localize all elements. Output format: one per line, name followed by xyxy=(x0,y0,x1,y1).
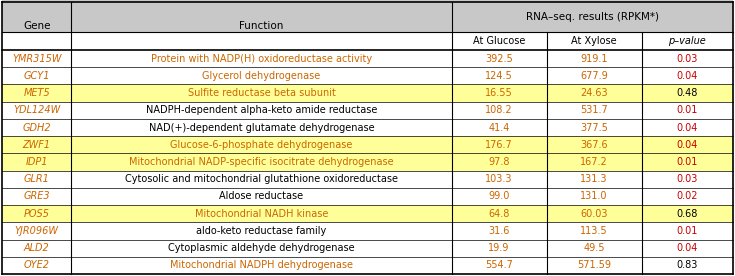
Text: 131.3: 131.3 xyxy=(581,174,608,184)
Text: 124.5: 124.5 xyxy=(485,71,513,81)
Text: 0.03: 0.03 xyxy=(677,174,698,184)
Text: IDP1: IDP1 xyxy=(26,157,48,167)
Text: 377.5: 377.5 xyxy=(580,123,608,132)
Text: YDL124W: YDL124W xyxy=(13,105,60,115)
Bar xyxy=(2,153,733,171)
Text: 60.03: 60.03 xyxy=(581,209,608,219)
Bar xyxy=(2,257,733,274)
Text: GLR1: GLR1 xyxy=(24,174,50,184)
Text: GRE3: GRE3 xyxy=(24,192,50,201)
Bar xyxy=(2,84,733,102)
Text: 531.7: 531.7 xyxy=(580,105,608,115)
Text: 103.3: 103.3 xyxy=(485,174,513,184)
Text: 97.8: 97.8 xyxy=(488,157,510,167)
Bar xyxy=(451,0,733,32)
Text: Cytosolic and mitochondrial glutathione oxidoreductase: Cytosolic and mitochondrial glutathione … xyxy=(125,174,398,184)
Text: Aldose reductase: Aldose reductase xyxy=(220,192,304,201)
Text: 64.8: 64.8 xyxy=(488,209,510,219)
Bar xyxy=(2,102,733,119)
Text: 0.04: 0.04 xyxy=(677,243,698,253)
Text: Glycerol dehydrogenase: Glycerol dehydrogenase xyxy=(202,71,320,81)
Text: 176.7: 176.7 xyxy=(485,140,513,150)
Text: 0.48: 0.48 xyxy=(677,88,698,98)
Bar xyxy=(2,171,733,188)
Text: YJR096W: YJR096W xyxy=(15,226,59,236)
Text: 677.9: 677.9 xyxy=(580,71,608,81)
Text: 367.6: 367.6 xyxy=(581,140,608,150)
Text: 0.68: 0.68 xyxy=(677,209,698,219)
Text: Mitochondrial NADP-specific isocitrate dehydrogenase: Mitochondrial NADP-specific isocitrate d… xyxy=(129,157,394,167)
Text: 19.9: 19.9 xyxy=(488,243,510,253)
Text: Function: Function xyxy=(240,21,284,31)
Text: 113.5: 113.5 xyxy=(581,226,608,236)
Bar xyxy=(2,136,733,153)
Text: 0.83: 0.83 xyxy=(677,260,698,270)
Bar xyxy=(2,119,733,136)
Text: 167.2: 167.2 xyxy=(580,157,608,167)
Text: 392.5: 392.5 xyxy=(485,54,513,63)
Bar xyxy=(2,67,733,84)
Text: Gene: Gene xyxy=(23,21,51,31)
Bar xyxy=(71,0,451,32)
Bar xyxy=(2,240,733,257)
Text: MET5: MET5 xyxy=(24,88,50,98)
Text: 131.0: 131.0 xyxy=(581,192,608,201)
Bar xyxy=(2,50,733,67)
Text: Glucose-6-phosphate dehydrogenase: Glucose-6-phosphate dehydrogenase xyxy=(171,140,353,150)
Text: 41.4: 41.4 xyxy=(488,123,510,132)
Text: Protein with NADP(H) oxidoreductase activity: Protein with NADP(H) oxidoreductase acti… xyxy=(151,54,372,63)
Text: 0.04: 0.04 xyxy=(677,71,698,81)
Text: 919.1: 919.1 xyxy=(581,54,608,63)
Bar xyxy=(2,222,733,240)
Text: Mitochondrial NADH kinase: Mitochondrial NADH kinase xyxy=(195,209,329,219)
Text: aldo-keto reductase family: aldo-keto reductase family xyxy=(196,226,326,236)
Text: NAD(+)-dependent glutamate dehydrogenase: NAD(+)-dependent glutamate dehydrogenase xyxy=(148,123,374,132)
Text: 0.04: 0.04 xyxy=(677,123,698,132)
Text: 0.01: 0.01 xyxy=(677,157,698,167)
Text: p–value: p–value xyxy=(668,36,706,46)
Text: YMR315W: YMR315W xyxy=(12,54,62,63)
Text: OYE2: OYE2 xyxy=(24,260,50,270)
Text: RNA–seq. results (RPKM*): RNA–seq. results (RPKM*) xyxy=(526,12,659,22)
Text: GDH2: GDH2 xyxy=(22,123,51,132)
Text: GCY1: GCY1 xyxy=(24,71,50,81)
Text: 0.04: 0.04 xyxy=(677,140,698,150)
Text: 0.03: 0.03 xyxy=(677,54,698,63)
Text: 16.55: 16.55 xyxy=(485,88,513,98)
Text: 571.59: 571.59 xyxy=(577,260,611,270)
Text: Sulfite reductase beta subunit: Sulfite reductase beta subunit xyxy=(187,88,335,98)
Text: 0.01: 0.01 xyxy=(677,226,698,236)
Text: At Xylose: At Xylose xyxy=(571,36,617,46)
Text: 108.2: 108.2 xyxy=(485,105,513,115)
Bar xyxy=(2,188,733,205)
Text: 49.5: 49.5 xyxy=(584,243,605,253)
Text: ALD2: ALD2 xyxy=(24,243,49,253)
Text: 24.63: 24.63 xyxy=(581,88,608,98)
Text: 99.0: 99.0 xyxy=(488,192,510,201)
Text: 0.02: 0.02 xyxy=(676,192,698,201)
Bar xyxy=(2,205,733,222)
Text: 31.6: 31.6 xyxy=(488,226,510,236)
Text: ZWF1: ZWF1 xyxy=(23,140,51,150)
Text: 0.01: 0.01 xyxy=(677,105,698,115)
Text: Mitochondrial NADPH dehydrogenase: Mitochondrial NADPH dehydrogenase xyxy=(170,260,353,270)
Bar xyxy=(2,0,71,32)
Text: At Glucose: At Glucose xyxy=(473,36,526,46)
Text: POS5: POS5 xyxy=(24,209,50,219)
Text: Cytoplasmic aldehyde dehydrogenase: Cytoplasmic aldehyde dehydrogenase xyxy=(168,243,355,253)
Text: 554.7: 554.7 xyxy=(485,260,513,270)
Text: NADPH-dependent alpha-keto amide reductase: NADPH-dependent alpha-keto amide reducta… xyxy=(146,105,377,115)
